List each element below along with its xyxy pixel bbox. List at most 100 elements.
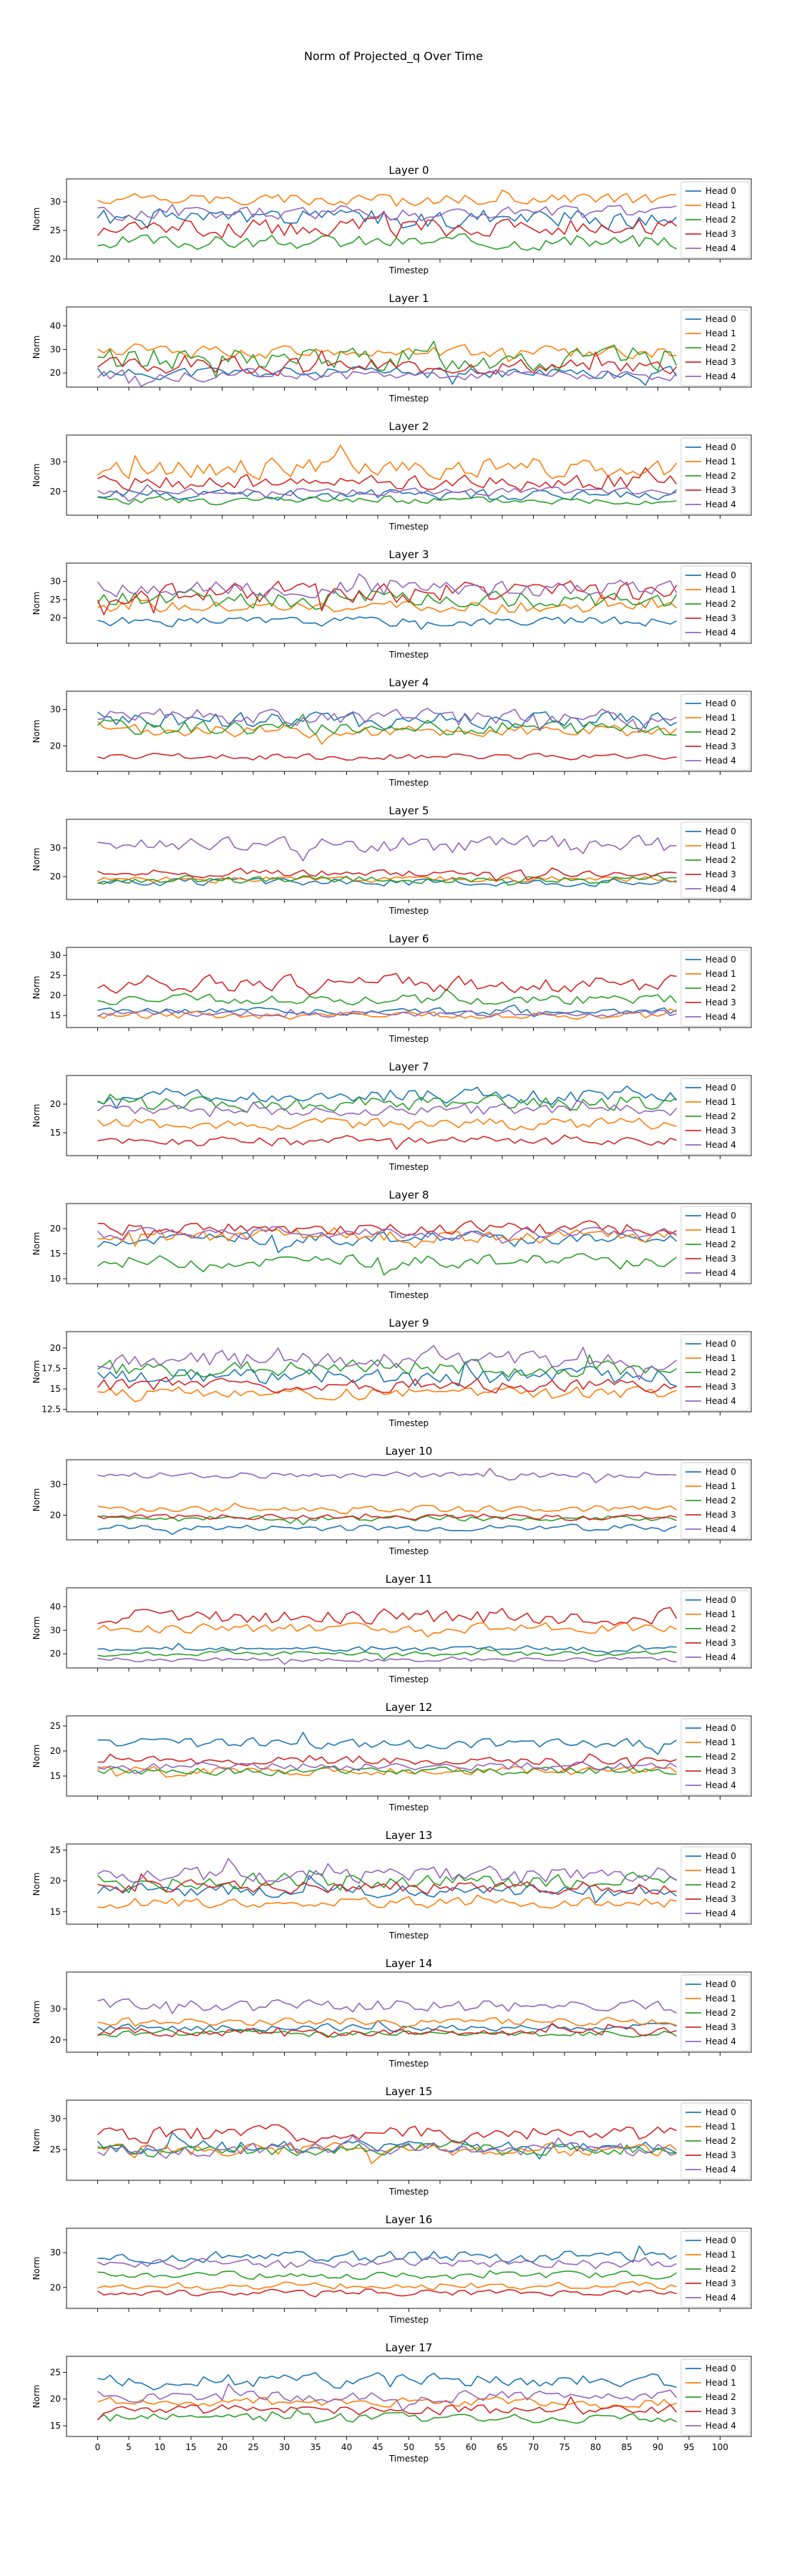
legend-entry: Head 0 [705, 2235, 736, 2245]
legend-entry: Head 3 [705, 1126, 736, 1136]
x-tick-label: 40 [341, 2442, 352, 2452]
y-tick-label: 20 [50, 990, 61, 1000]
legend-entry: Head 4 [705, 628, 736, 638]
y-tick-label: 25 [50, 2145, 61, 2155]
series-line-head-0 [97, 1361, 677, 1387]
legend-entry: Head 0 [705, 2107, 736, 2117]
legend-entry: Head 0 [705, 186, 736, 196]
series-line-head-1 [97, 593, 678, 615]
series-line-head-2 [97, 1765, 677, 1777]
x-axis-label: Timestep [388, 2059, 429, 2069]
legend-entry: Head 0 [705, 955, 736, 965]
series-line-head-2 [97, 874, 677, 886]
series-line-head-4 [97, 1345, 678, 1380]
x-tick-label: 85 [621, 2442, 632, 2452]
legend-box [680, 1590, 750, 1667]
subplot-title: Layer 4 [388, 676, 429, 689]
series-line-head-1 [97, 189, 677, 207]
legend-entry: Head 2 [705, 983, 736, 993]
legend-entry: Head 4 [705, 1780, 736, 1790]
subplot-title: Layer 5 [388, 804, 429, 817]
series-line-head-3 [97, 1220, 678, 1239]
series-line-head-4 [97, 1998, 677, 2014]
legend-entry: Head 0 [705, 314, 736, 324]
series-line-head-1 [97, 1894, 677, 1909]
x-tick-label: 75 [559, 2442, 570, 2452]
series-line-head-2 [97, 588, 678, 610]
y-tick-label: 20 [50, 2283, 61, 2293]
legend-entry: Head 1 [705, 328, 736, 338]
x-axis-label: Timestep [388, 265, 429, 275]
x-tick-label: 10 [155, 2442, 165, 2452]
legend-box [680, 565, 750, 643]
y-axis-label: Norm [31, 848, 41, 872]
legend-entry: Head 3 [705, 1894, 736, 1904]
subplot-title: Layer 10 [386, 1445, 433, 1458]
y-tick-label: 20 [50, 1876, 61, 1886]
x-axis-label: Timestep [388, 906, 429, 916]
series-line-head-2 [97, 1870, 677, 1893]
legend-entry: Head 2 [705, 727, 736, 737]
legend-entry: Head 3 [705, 357, 736, 367]
legend-entry: Head 4 [705, 2293, 736, 2303]
legend-entry: Head 2 [705, 343, 736, 353]
series-line-head-4 [97, 707, 677, 733]
series-line-head-4 [97, 1761, 678, 1775]
y-tick-label: 30 [50, 2114, 61, 2124]
subplot-title: Layer 0 [388, 164, 429, 177]
series-line-head-0 [97, 2372, 677, 2391]
y-tick-label: 15 [50, 1907, 61, 1917]
legend: Head 0 Head 1 Head 2 Head 3 Head 4 [680, 1462, 750, 1539]
legend-entry: Head 2 [705, 1624, 736, 1634]
series-line-head-1 [97, 1622, 677, 1638]
x-tick-label: 25 [248, 2442, 258, 2452]
x-axis-label: Timestep [388, 1034, 429, 1044]
series-line-head-3 [97, 1606, 678, 1626]
legend-box [680, 821, 750, 899]
legend-entry: Head 4 [705, 2421, 736, 2431]
x-tick-label: 45 [372, 2442, 383, 2452]
legend-entry: Head 3 [705, 613, 736, 623]
y-axis-label: Norm [31, 208, 41, 231]
legend-entry: Head 0 [705, 1339, 736, 1349]
legend-entry: Head 3 [705, 1254, 736, 1264]
legend-box [680, 2102, 750, 2180]
legend-entry: Head 3 [705, 869, 736, 879]
series-line-head-1 [97, 1008, 677, 1020]
legend-entry: Head 2 [705, 2392, 736, 2402]
y-tick-label: 12.5 [41, 1405, 61, 1415]
legend-box [680, 2358, 750, 2436]
legend: Head 0 Head 1 Head 2 Head 3 Head 4 [680, 950, 750, 1027]
y-tick-label: 20 [50, 613, 61, 623]
series-line-head-2 [97, 2270, 678, 2280]
legend-entry: Head 4 [705, 1396, 736, 1406]
legend-entry: Head 2 [705, 1496, 736, 1506]
series-line-head-2 [97, 341, 678, 378]
y-tick-label: 30 [50, 2004, 61, 2014]
legend: Head 0 Head 1 Head 2 Head 3 Head 4 [680, 181, 750, 258]
series-line-head-0 [97, 1085, 678, 1109]
legend: Head 0 Head 1 Head 2 Head 3 Head 4 [680, 1334, 750, 1411]
legend-entry: Head 0 [705, 1979, 736, 1989]
series-line-head-3 [97, 1873, 677, 1896]
subplot-title: Layer 9 [388, 1317, 429, 1330]
series-line-head-2 [97, 1354, 678, 1378]
y-tick-label: 30 [50, 1479, 61, 1489]
series-line-head-3 [97, 1134, 677, 1150]
legend-entry: Head 0 [705, 1851, 736, 1861]
y-axis-label: Norm [31, 1873, 41, 1896]
legend-entry: Head 1 [705, 2122, 736, 2132]
x-tick-label: 80 [590, 2442, 601, 2452]
y-tick-label: 10 [50, 1274, 61, 1284]
y-axis-label: Norm [31, 464, 41, 487]
x-tick-label: 35 [310, 2442, 321, 2452]
y-tick-label: 25 [50, 595, 61, 605]
legend-entry: Head 1 [705, 1865, 736, 1875]
legend-entry: Head 1 [705, 585, 736, 595]
